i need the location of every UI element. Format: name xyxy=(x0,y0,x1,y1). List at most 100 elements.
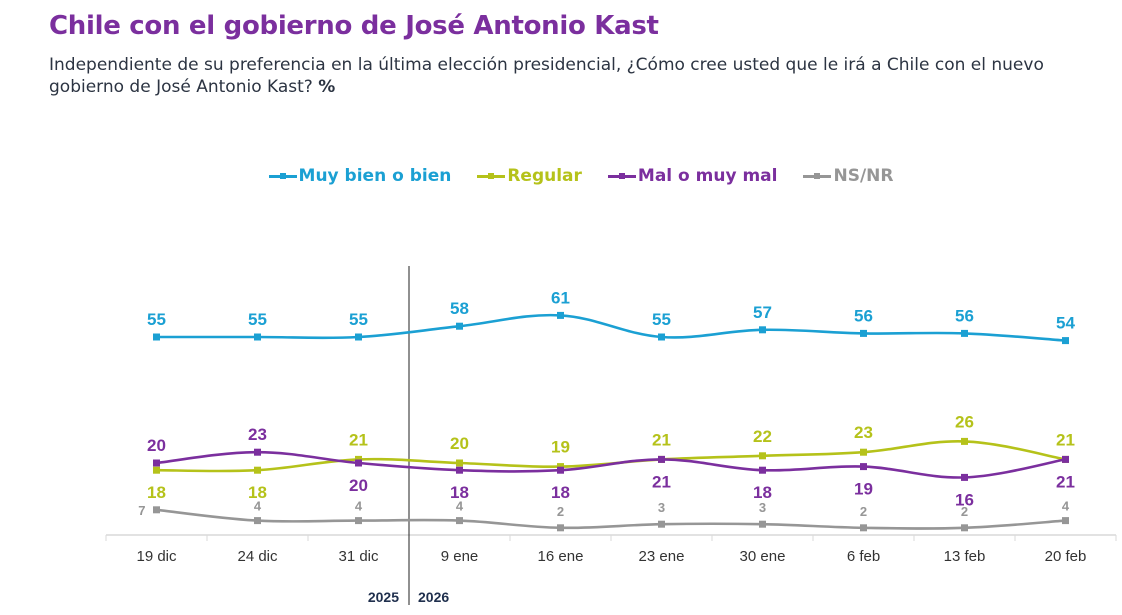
year-label-left: 2025 xyxy=(368,589,399,605)
data-point-mal-o-muy-mal xyxy=(860,463,867,471)
data-point-muy-bien-o-bien xyxy=(456,322,463,330)
legend-item-mal: Mal o muy mal xyxy=(607,166,777,186)
legend-label: NS/NR xyxy=(833,166,894,186)
data-label-muy-bien-o-bien: 55 xyxy=(147,310,166,329)
data-label-regular: 22 xyxy=(753,427,772,446)
data-label-mal-o-muy-mal: 18 xyxy=(551,483,570,502)
data-point-muy-bien-o-bien xyxy=(961,329,968,337)
x-tick-label: 30 ene xyxy=(740,548,786,565)
question-text: Independiente de su preferencia en la úl… xyxy=(49,55,1044,97)
data-point-muy-bien-o-bien xyxy=(355,333,362,341)
x-tick-label: 20 feb xyxy=(1045,548,1087,565)
x-tick-label: 19 dic xyxy=(136,548,177,565)
x-tick-label: 16 ene xyxy=(538,548,584,565)
data-point-regular xyxy=(860,448,867,456)
data-label-mal-o-muy-mal: 16 xyxy=(955,490,974,509)
data-point-mal-o-muy-mal xyxy=(355,459,362,467)
data-label-regular: 20 xyxy=(450,434,469,453)
data-point-ns-nr xyxy=(355,517,362,525)
legend-item-regular: Regular xyxy=(477,166,582,186)
legend-label: Muy bien o bien xyxy=(298,166,452,186)
x-tick-label: 31 dic xyxy=(338,548,379,565)
data-point-mal-o-muy-mal xyxy=(1062,455,1069,463)
data-label-mal-o-muy-mal: 20 xyxy=(147,436,166,455)
data-point-mal-o-muy-mal xyxy=(456,466,463,474)
data-point-regular xyxy=(557,463,564,471)
data-point-mal-o-muy-mal xyxy=(557,466,564,474)
data-label-regular: 21 xyxy=(652,430,671,449)
x-tick-label: 23 ene xyxy=(639,548,685,565)
data-point-ns-nr xyxy=(254,517,261,525)
data-point-muy-bien-o-bien xyxy=(1062,337,1069,345)
chart-title: Chile con el gobierno de José Antonio Ka… xyxy=(49,11,659,41)
data-label-muy-bien-o-bien: 56 xyxy=(854,306,873,325)
legend-marker-icon xyxy=(477,172,506,179)
data-point-ns-nr xyxy=(759,520,766,528)
x-tick-label: 6 feb xyxy=(847,548,880,565)
data-label-regular: 21 xyxy=(1056,430,1075,449)
data-label-regular: 23 xyxy=(854,423,873,442)
data-label-muy-bien-o-bien: 54 xyxy=(1056,314,1075,333)
data-point-mal-o-muy-mal xyxy=(759,466,766,474)
data-label-regular: 18 xyxy=(147,483,166,502)
data-label-mal-o-muy-mal: 19 xyxy=(854,480,873,499)
data-label-ns-nr: 4 xyxy=(1062,499,1070,514)
data-point-ns-nr xyxy=(153,506,160,514)
data-point-ns-nr xyxy=(1062,517,1069,525)
data-label-muy-bien-o-bien: 55 xyxy=(652,310,671,329)
x-tick-label: 24 dic xyxy=(237,548,278,565)
data-label-regular: 26 xyxy=(955,412,974,431)
x-tick-label: 13 feb xyxy=(944,548,986,565)
data-label-ns-nr: 2 xyxy=(557,504,564,519)
data-point-regular xyxy=(254,466,261,474)
data-point-ns-nr xyxy=(860,524,867,532)
data-label-ns-nr: 3 xyxy=(759,500,766,515)
data-point-mal-o-muy-mal xyxy=(153,459,160,467)
data-point-regular xyxy=(153,466,160,474)
legend-item-muy-bien: Muy bien o bien xyxy=(268,166,452,186)
legend-marker-icon xyxy=(803,172,832,179)
data-point-regular xyxy=(355,455,362,463)
data-point-mal-o-muy-mal xyxy=(254,448,261,456)
data-label-muy-bien-o-bien: 61 xyxy=(551,288,570,307)
data-label-regular: 21 xyxy=(349,430,368,449)
data-label-ns-nr: 7 xyxy=(138,503,145,518)
legend-label: Regular xyxy=(507,166,582,186)
data-label-muy-bien-o-bien: 55 xyxy=(349,310,368,329)
legend-marker-icon xyxy=(268,172,297,179)
data-point-mal-o-muy-mal xyxy=(961,473,968,481)
data-label-regular: 18 xyxy=(248,483,267,502)
data-point-muy-bien-o-bien xyxy=(254,333,261,341)
data-point-ns-nr xyxy=(961,524,968,532)
data-point-muy-bien-o-bien xyxy=(557,311,564,319)
data-label-muy-bien-o-bien: 55 xyxy=(248,310,267,329)
data-label-mal-o-muy-mal: 18 xyxy=(753,483,772,502)
data-point-ns-nr xyxy=(456,517,463,525)
data-point-regular xyxy=(759,452,766,460)
data-point-muy-bien-o-bien xyxy=(153,333,160,341)
chart-subtitle: Independiente de su preferencia en la úl… xyxy=(49,54,1049,98)
data-point-muy-bien-o-bien xyxy=(759,326,766,334)
data-label-mal-o-muy-mal: 18 xyxy=(450,483,469,502)
data-label-muy-bien-o-bien: 56 xyxy=(955,306,974,325)
data-label-mal-o-muy-mal: 21 xyxy=(1056,472,1075,491)
data-point-mal-o-muy-mal xyxy=(658,455,665,463)
data-label-muy-bien-o-bien: 58 xyxy=(450,299,469,318)
data-label-ns-nr: 4 xyxy=(355,499,363,514)
data-point-muy-bien-o-bien xyxy=(860,329,867,337)
data-label-mal-o-muy-mal: 23 xyxy=(248,425,267,444)
data-label-ns-nr: 3 xyxy=(658,500,665,515)
data-point-muy-bien-o-bien xyxy=(658,333,665,341)
data-label-muy-bien-o-bien: 57 xyxy=(753,303,772,322)
data-label-ns-nr: 2 xyxy=(860,504,867,519)
series-line-muy-bien-o-bien xyxy=(155,313,1067,342)
data-point-regular xyxy=(961,437,968,445)
data-label-mal-o-muy-mal: 20 xyxy=(349,476,368,495)
data-point-ns-nr xyxy=(557,524,564,532)
legend-item-nsnr: NS/NR xyxy=(803,166,893,186)
series-line-regular xyxy=(155,440,1067,473)
unit-label: % xyxy=(318,77,336,97)
data-point-regular xyxy=(456,459,463,467)
legend: Muy bien o bien Regular Mal o muy mal NS… xyxy=(0,166,1122,186)
